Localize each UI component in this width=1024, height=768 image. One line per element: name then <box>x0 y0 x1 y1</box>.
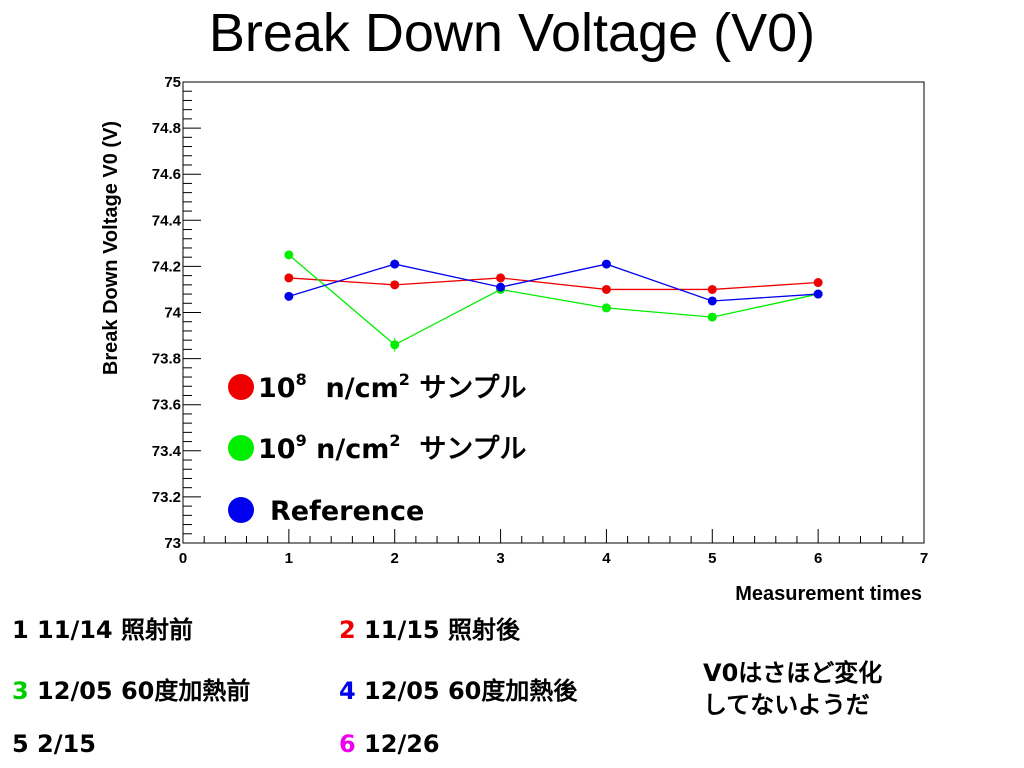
legend-marker-blue <box>228 497 254 523</box>
y-tick-label: 74.8 <box>152 120 181 137</box>
x-tick-label: 0 <box>179 550 187 567</box>
data-point <box>707 284 717 294</box>
x-tick-label: 1 <box>285 550 293 567</box>
legend-marker-green <box>228 435 254 461</box>
data-point <box>496 282 506 292</box>
data-point <box>284 250 294 260</box>
legend-marker-red <box>228 374 254 400</box>
note-number: 5 <box>12 730 29 758</box>
data-point <box>284 291 294 301</box>
y-tick-label: 74.6 <box>152 166 181 183</box>
note-1: 1 11/14 照射前 <box>12 610 193 645</box>
note-text: 12/05 60度加熱後 <box>355 677 578 705</box>
series-3 <box>284 259 823 306</box>
data-point <box>284 273 294 283</box>
note-6: 6 12/26 <box>339 730 440 758</box>
note-2: 2 11/15 照射後 <box>339 610 520 645</box>
note-number: 2 <box>339 616 356 644</box>
y-tick-label: 73.8 <box>152 351 181 368</box>
note-text: 12/05 60度加熱前 <box>28 677 251 705</box>
data-point <box>601 284 611 294</box>
data-point <box>601 259 611 269</box>
note-text: 11/14 照射前 <box>28 616 193 644</box>
comment-line-1: V0はさほど変化 <box>703 659 883 687</box>
data-point <box>601 303 611 313</box>
series-line <box>288 277 819 291</box>
note-text: 11/15 照射後 <box>355 616 520 644</box>
legend-entry-2: 109 n/cm2 サンプル <box>258 431 527 465</box>
note-4: 4 12/05 60度加熱後 <box>339 671 577 706</box>
data-point <box>707 296 717 306</box>
note-5: 5 2/15 <box>12 730 96 758</box>
series-layer <box>284 250 823 352</box>
data-point <box>390 340 400 350</box>
x-tick-label: 3 <box>496 550 504 567</box>
series-line <box>288 254 819 346</box>
x-tick-label: 4 <box>602 550 611 567</box>
y-axis: 73 73.2 73.4 73.6 73.8 74 74.2 74.4 74.6 74.8 75 <box>152 74 201 552</box>
y-tick-label: 74.4 <box>152 212 182 229</box>
x-axis-title: Measurement times <box>735 583 922 605</box>
note-text: 2/15 <box>28 730 96 758</box>
note-text: 12/26 <box>355 730 440 758</box>
data-point <box>813 289 823 299</box>
y-tick-label: 73.6 <box>152 397 181 414</box>
y-tick-label: 73.4 <box>152 443 182 460</box>
note-number: 6 <box>339 730 356 758</box>
x-tick-label: 5 <box>708 550 716 567</box>
plot-frame <box>182 81 925 544</box>
x-tick-label: 7 <box>920 550 928 567</box>
series-2 <box>284 250 823 352</box>
comment-box: V0はさほど変化 してないようだ <box>703 657 882 721</box>
note-number: 1 <box>12 616 29 644</box>
y-tick-label: 75 <box>164 74 181 91</box>
series-line <box>288 263 819 302</box>
data-point <box>707 312 717 322</box>
slide-title: Break Down Voltage (V0) <box>208 3 816 63</box>
legend-entry-3: Reference <box>270 496 424 527</box>
y-tick-label: 74 <box>164 305 181 322</box>
data-point <box>390 259 400 269</box>
data-point <box>390 280 400 290</box>
legend: 108 n/cm2 サンプル 109 n/cm2 サンプル Reference <box>228 370 527 527</box>
y-tick-label: 73 <box>164 535 181 552</box>
series-1 <box>284 273 823 294</box>
y-tick-label: 74.2 <box>152 258 181 275</box>
x-axis: 0 1 2 3 4 5 6 7 <box>179 529 928 567</box>
note-3: 3 12/05 60度加熱前 <box>12 671 250 706</box>
legend-entry-1: 108 n/cm2 サンプル <box>258 370 527 404</box>
y-axis-title: Break Down Voltage V0 (V) <box>100 121 122 375</box>
note-number: 4 <box>339 677 356 705</box>
data-point <box>496 273 506 283</box>
comment-line-2: してないようだ <box>703 691 870 719</box>
y-tick-label: 73.2 <box>152 489 181 506</box>
note-number: 3 <box>12 677 29 705</box>
x-tick-label: 6 <box>814 550 822 567</box>
x-tick-label: 2 <box>391 550 399 567</box>
data-point <box>813 278 823 288</box>
